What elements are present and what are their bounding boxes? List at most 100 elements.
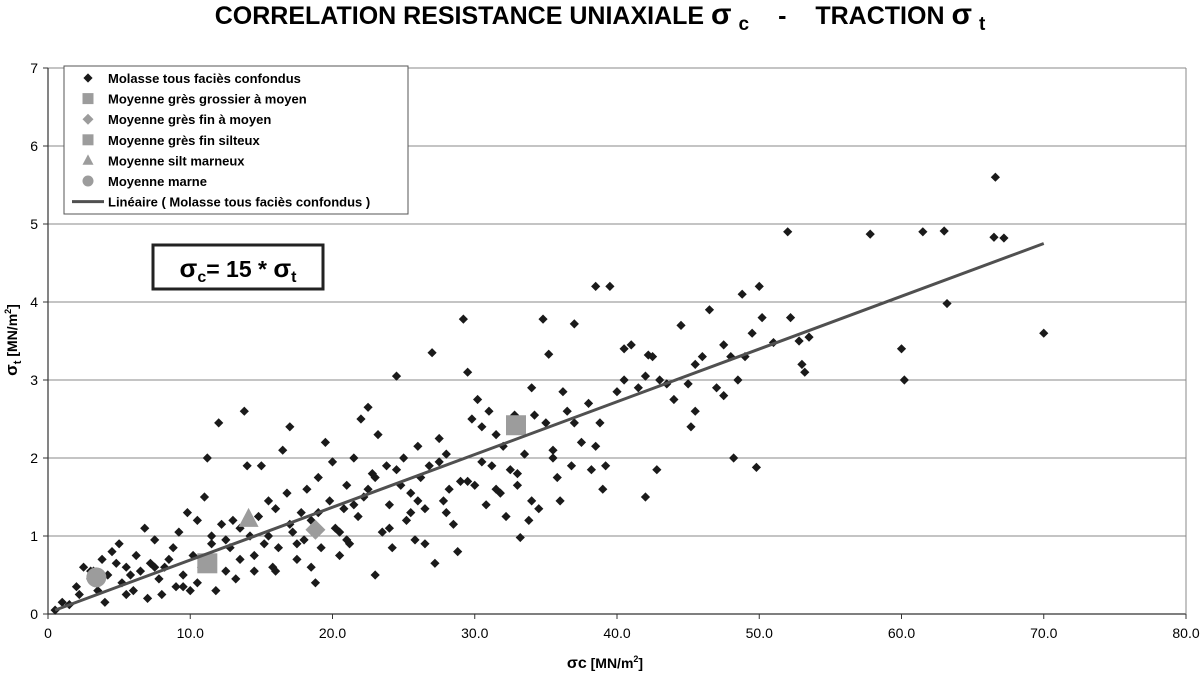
x-tick-label-0: 0 bbox=[44, 625, 52, 641]
legend-marker-3 bbox=[82, 134, 94, 146]
series-4-point-0 bbox=[238, 507, 259, 527]
series-0-point-33 bbox=[182, 508, 193, 518]
series-0-point-167 bbox=[711, 383, 722, 393]
series-0-point-93 bbox=[396, 480, 406, 490]
series-0-point-28 bbox=[164, 554, 174, 564]
series-0-point-225 bbox=[206, 531, 217, 541]
series-0-point-168 bbox=[719, 340, 729, 350]
series-0-point-220 bbox=[619, 375, 629, 385]
series-0-point-166 bbox=[704, 305, 715, 315]
x-tick-label-1: 10.0 bbox=[177, 625, 204, 641]
series-0-point-161 bbox=[676, 320, 686, 330]
series-0-point-10 bbox=[100, 597, 110, 607]
series-0-point-5 bbox=[78, 562, 89, 572]
series-0-point-89 bbox=[381, 461, 392, 471]
title-sigma-t: σ bbox=[951, 0, 972, 31]
series-0-point-141 bbox=[566, 461, 577, 471]
series-0-point-205 bbox=[335, 527, 345, 537]
series-0-point-46 bbox=[228, 515, 238, 525]
series-0-point-186 bbox=[896, 344, 907, 354]
series-0-point-216 bbox=[527, 496, 537, 506]
y-axis-label: σt [MN/m2] bbox=[2, 304, 24, 376]
series-0-point-179 bbox=[783, 227, 793, 237]
series-0-point-107 bbox=[444, 484, 454, 494]
series-0-point-214 bbox=[491, 484, 501, 494]
title-separator: - bbox=[778, 2, 786, 30]
x-tick-label-4: 40.0 bbox=[603, 625, 630, 641]
series-0-point-50 bbox=[242, 461, 252, 471]
series-0-point-151 bbox=[612, 387, 622, 397]
series-0-point-102 bbox=[427, 348, 437, 358]
series-0-point-12 bbox=[107, 547, 117, 557]
series-0-point-199 bbox=[192, 578, 202, 588]
series-0-point-23 bbox=[145, 558, 156, 568]
series-0-point-47 bbox=[231, 574, 241, 584]
eq-mid: = 15 * bbox=[206, 256, 273, 282]
title-part2: TRACTION bbox=[815, 2, 944, 30]
legend-marker-1 bbox=[82, 93, 94, 105]
title-part1: CORRELATION RESISTANCE UNIAXIALE bbox=[215, 2, 704, 30]
series-0-point-138 bbox=[555, 496, 565, 506]
series-0-point-31 bbox=[174, 527, 184, 537]
series-0-point-145 bbox=[586, 465, 596, 475]
series-0-point-143 bbox=[576, 437, 587, 447]
series-0-point-1 bbox=[57, 597, 67, 607]
legend-box bbox=[63, 65, 409, 215]
series-0-point-204 bbox=[306, 562, 316, 572]
y-tick-label-4: 4 bbox=[30, 294, 38, 310]
series-0-point-3 bbox=[71, 582, 82, 592]
series-0-point-66 bbox=[299, 535, 309, 545]
series-0-point-92 bbox=[391, 371, 402, 381]
eq-sigma-c: σ bbox=[180, 253, 198, 283]
series-0-point-173 bbox=[740, 352, 750, 362]
equation-text: σc= 15 * σt bbox=[180, 253, 298, 286]
series-0-point-17 bbox=[125, 570, 136, 580]
legend-marker-4 bbox=[82, 154, 94, 165]
x-tick-labels: 0 10.0 20.0 30.0 40.0 50.0 60.0 70.0 80.0 bbox=[44, 614, 1200, 641]
series-0-point-160 bbox=[669, 394, 679, 405]
series-0-point-41 bbox=[211, 586, 221, 596]
series-0-point-71 bbox=[316, 543, 326, 553]
series-0-point-103 bbox=[430, 558, 440, 568]
series-0-point-155 bbox=[640, 492, 651, 502]
series-0-point-165 bbox=[697, 352, 707, 362]
series-0-point-120 bbox=[491, 430, 501, 440]
legend-label-4: Moyenne silt marneux bbox=[108, 153, 245, 168]
series-0-point-183 bbox=[800, 367, 810, 377]
series-0-point-193 bbox=[999, 233, 1009, 243]
series-0-point-36 bbox=[192, 515, 202, 525]
series-0-point-171 bbox=[733, 375, 743, 385]
y-tick-labels: 0 1 2 3 4 5 6 7 bbox=[30, 60, 48, 622]
series-0-point-188 bbox=[918, 227, 928, 237]
y-tick-label-5: 5 bbox=[30, 216, 38, 232]
y-axis-sub: t bbox=[12, 360, 24, 364]
series-0-point-113 bbox=[467, 414, 477, 424]
series-0-point-162 bbox=[683, 379, 693, 389]
eq-sigma-t: σ bbox=[273, 253, 291, 283]
series-0-point-149 bbox=[601, 461, 611, 471]
trendline bbox=[54, 242, 1045, 612]
series-0-point-129 bbox=[524, 515, 534, 525]
series-0-point-118 bbox=[484, 406, 494, 416]
legend-marker-0 bbox=[83, 73, 93, 83]
series-0-point-157 bbox=[647, 352, 658, 362]
series-0-point-22 bbox=[142, 593, 153, 603]
series-0-point-48 bbox=[235, 554, 245, 564]
series-0-point-180 bbox=[785, 313, 796, 323]
series-0-point-61 bbox=[282, 488, 292, 498]
series-0-point-4 bbox=[74, 589, 84, 600]
series-0-point-74 bbox=[327, 457, 338, 467]
series-0-point-21 bbox=[140, 523, 150, 533]
series-0-point-105 bbox=[438, 496, 449, 506]
series-1-point-0 bbox=[506, 415, 527, 436]
legend: Molasse tous faciès confondus Moyenne grè… bbox=[63, 65, 409, 215]
trendline-line bbox=[54, 242, 1045, 612]
series-0-point-106 bbox=[441, 449, 451, 459]
series-0-point-108 bbox=[448, 519, 459, 529]
series-0-point-73 bbox=[325, 496, 335, 506]
series-0-point-39 bbox=[202, 453, 212, 463]
eq-sub-c: c bbox=[197, 269, 206, 286]
series-0-point-49 bbox=[239, 406, 249, 416]
chart-title: CORRELATION RESISTANCE UNIAXIALE σ c - T… bbox=[215, 0, 986, 36]
